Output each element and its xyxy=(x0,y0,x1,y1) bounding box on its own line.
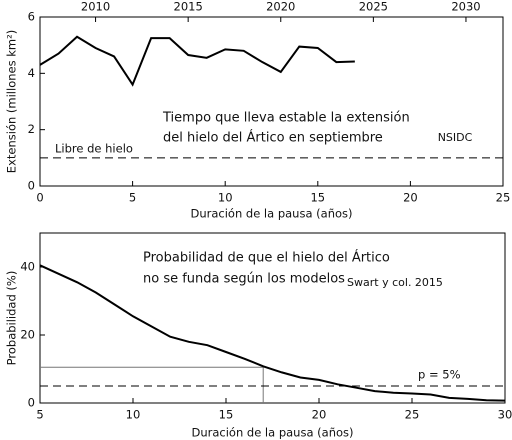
x2-tick-label: 2020 xyxy=(266,0,295,14)
x-tick-label: 20 xyxy=(312,408,327,422)
x-tick-label: 15 xyxy=(310,191,325,205)
x-tick-label: 0 xyxy=(36,191,43,205)
x2-tick-label: 2015 xyxy=(174,0,203,14)
reference-label: Libre de hielo xyxy=(55,141,133,155)
y-tick-label: 40 xyxy=(20,260,35,274)
x2-tick-label: 2025 xyxy=(359,0,388,14)
x-tick-label: 15 xyxy=(219,408,234,422)
plot-frame xyxy=(39,232,506,404)
data-line xyxy=(39,35,355,87)
x-axis-title: Duración de la pausa (años) xyxy=(191,426,353,440)
y-tick-label: 0 xyxy=(28,396,35,410)
y-tick-label: 4 xyxy=(28,66,35,80)
data-line xyxy=(39,264,506,402)
x-tick-label: 25 xyxy=(405,408,420,422)
plot-frame xyxy=(39,16,504,187)
reference-label: p = 5% xyxy=(418,368,461,382)
x-axis-title: Duración de la pausa (años) xyxy=(190,207,352,221)
y-tick-label: 0 xyxy=(28,179,35,193)
annotation: no se funda según los modelos xyxy=(143,272,345,287)
x-tick-label: 10 xyxy=(218,191,233,205)
x-tick-label: 20 xyxy=(403,191,418,205)
x-tick-label: 5 xyxy=(129,191,136,205)
y-tick-label: 6 xyxy=(28,10,35,24)
x-tick-label: 30 xyxy=(498,408,512,422)
annotation: Tiempo que lleva estable la extensión xyxy=(162,111,410,126)
x2-tick-label: 2030 xyxy=(451,0,480,14)
x-tick-label: 10 xyxy=(126,408,141,422)
x2-tick-label: 2010 xyxy=(81,0,110,14)
y-axis-title: Probabilidad (%) xyxy=(5,271,19,366)
y-tick-label: 2 xyxy=(28,122,35,136)
source: Swart y col. 2015 xyxy=(347,276,443,289)
guide-line xyxy=(40,366,264,403)
y-tick-label: 20 xyxy=(20,328,35,342)
y-axis-title: Extensión (millones km²) xyxy=(5,30,19,173)
x-tick-label: 5 xyxy=(36,408,43,422)
source: NSIDC xyxy=(438,131,473,144)
x-tick-label: 25 xyxy=(496,191,511,205)
annotation: Probabilidad de que el hielo del Ártico xyxy=(143,250,390,266)
annotation: del hielo del Ártico en septiembre xyxy=(163,130,383,146)
